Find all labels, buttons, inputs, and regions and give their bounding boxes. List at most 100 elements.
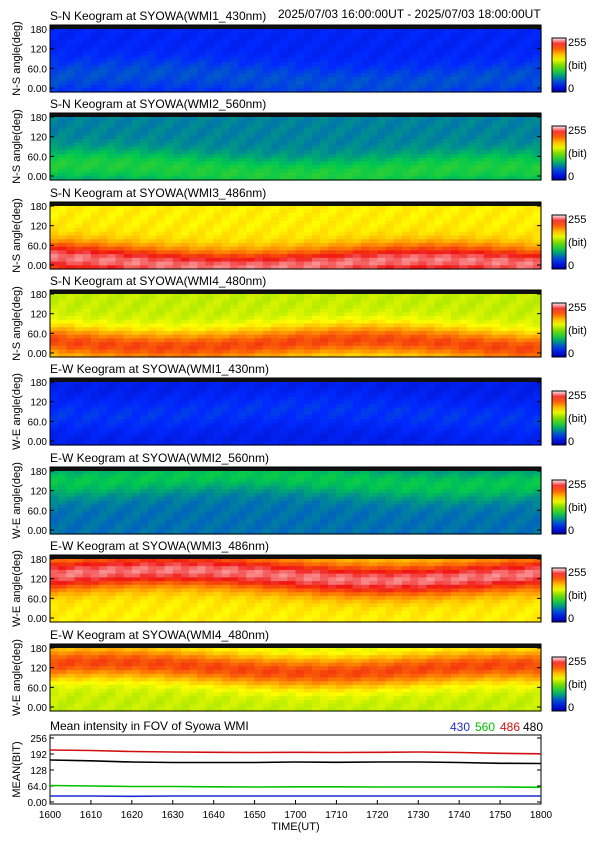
keogram-cell (418, 250, 428, 255)
keogram-cell (115, 250, 125, 255)
keogram-cell (426, 65, 436, 71)
keogram-cell (500, 32, 509, 37)
keogram-cell (410, 139, 419, 144)
keogram-cell (279, 349, 288, 354)
keogram-cell (352, 62, 362, 67)
keogram-cell (385, 327, 395, 332)
keogram-cell (230, 146, 239, 151)
keogram-cell (516, 62, 526, 67)
keogram-cell (336, 342, 346, 347)
keogram-cell (197, 319, 207, 325)
keogram-cell (90, 213, 100, 218)
keogram-cell (426, 77, 436, 82)
keogram-cell (107, 131, 117, 136)
keogram-cell (66, 308, 76, 313)
keogram-cell (295, 293, 305, 299)
keogram-cell (467, 62, 477, 67)
keogram-cell (221, 396, 231, 401)
keogram-cell (377, 69, 387, 74)
keogram-cell (254, 28, 264, 34)
keogram-cell (164, 316, 174, 321)
keogram-cell (74, 334, 84, 339)
keogram-cell (328, 327, 338, 332)
keogram-cell (131, 150, 141, 155)
keogram-cell (311, 250, 321, 255)
keogram-cell (450, 235, 460, 240)
keogram-cell (246, 254, 256, 259)
keogram-cell (524, 334, 534, 339)
keogram-cell (221, 161, 231, 166)
keogram-cell (270, 135, 280, 140)
keogram-cell (197, 209, 207, 214)
keogram-cell (295, 176, 305, 181)
keogram-cell (328, 127, 338, 133)
keogram-cell (483, 297, 493, 302)
keogram-cell (148, 265, 157, 270)
keogram-cell (442, 73, 452, 78)
keogram-cell (418, 150, 428, 155)
keogram-cell (508, 65, 518, 71)
keogram-cell (401, 334, 411, 339)
keogram-cell (82, 28, 92, 34)
keogram-cell (123, 342, 133, 347)
keogram-cell (426, 120, 436, 125)
keogram-cell (270, 153, 280, 159)
keogram-cell (467, 239, 477, 244)
keogram-cell (336, 77, 346, 82)
keogram-cell (410, 349, 419, 354)
keogram-cell (328, 316, 338, 321)
keogram-cell (148, 301, 157, 306)
keogram-cell (491, 135, 501, 140)
keogram-cell (246, 205, 256, 211)
keogram-cell (172, 330, 182, 336)
keogram-cell (246, 261, 256, 266)
keogram-cell (58, 220, 67, 225)
keogram-cell (58, 150, 67, 155)
keogram-cell (180, 157, 190, 162)
keogram-cell (58, 396, 67, 401)
keogram-cell (532, 165, 542, 170)
keogram-cell (401, 73, 411, 78)
keogram-cell (221, 47, 231, 52)
keogram-cell (287, 304, 297, 310)
keogram-cell (230, 135, 239, 140)
keogram-cell (385, 32, 395, 37)
keogram-cell (74, 161, 84, 166)
keogram-cell (180, 80, 190, 86)
keogram-cell (459, 131, 468, 136)
colorbar-max: 255 (568, 37, 586, 49)
keogram-cell (442, 165, 452, 170)
keogram-cell (221, 32, 231, 37)
keogram-cell (491, 312, 501, 317)
keogram-cell (99, 209, 108, 214)
keogram-cell (418, 51, 428, 56)
keogram-cell (230, 139, 239, 144)
keogram-cell (115, 261, 125, 266)
keogram-cell (140, 176, 149, 181)
keogram-cell (434, 235, 444, 240)
keogram-cell (311, 36, 321, 41)
keogram-cell (426, 116, 436, 122)
keogram-cell (393, 205, 403, 211)
keogram-cell (270, 389, 280, 394)
keogram-cell (148, 84, 157, 89)
keogram-cell (270, 172, 280, 177)
keogram-cell (516, 261, 526, 266)
keogram-cell (320, 69, 329, 74)
keogram-cell (434, 124, 444, 129)
keogram-cell (360, 32, 370, 37)
keogram-cell (491, 216, 501, 222)
keogram-cell (254, 400, 264, 405)
keogram-cell (230, 327, 239, 332)
keogram-cell (434, 257, 444, 263)
keogram-cell (58, 239, 67, 244)
keogram-cell (442, 250, 452, 255)
keogram-cell (311, 345, 321, 351)
keogram-cell (180, 239, 190, 244)
keogram-cell (524, 265, 534, 270)
keogram-cell (246, 353, 256, 358)
keogram-cell (156, 213, 166, 218)
keogram-cell (475, 32, 485, 37)
keogram-cell (508, 209, 518, 214)
keogram-cell (123, 308, 133, 313)
